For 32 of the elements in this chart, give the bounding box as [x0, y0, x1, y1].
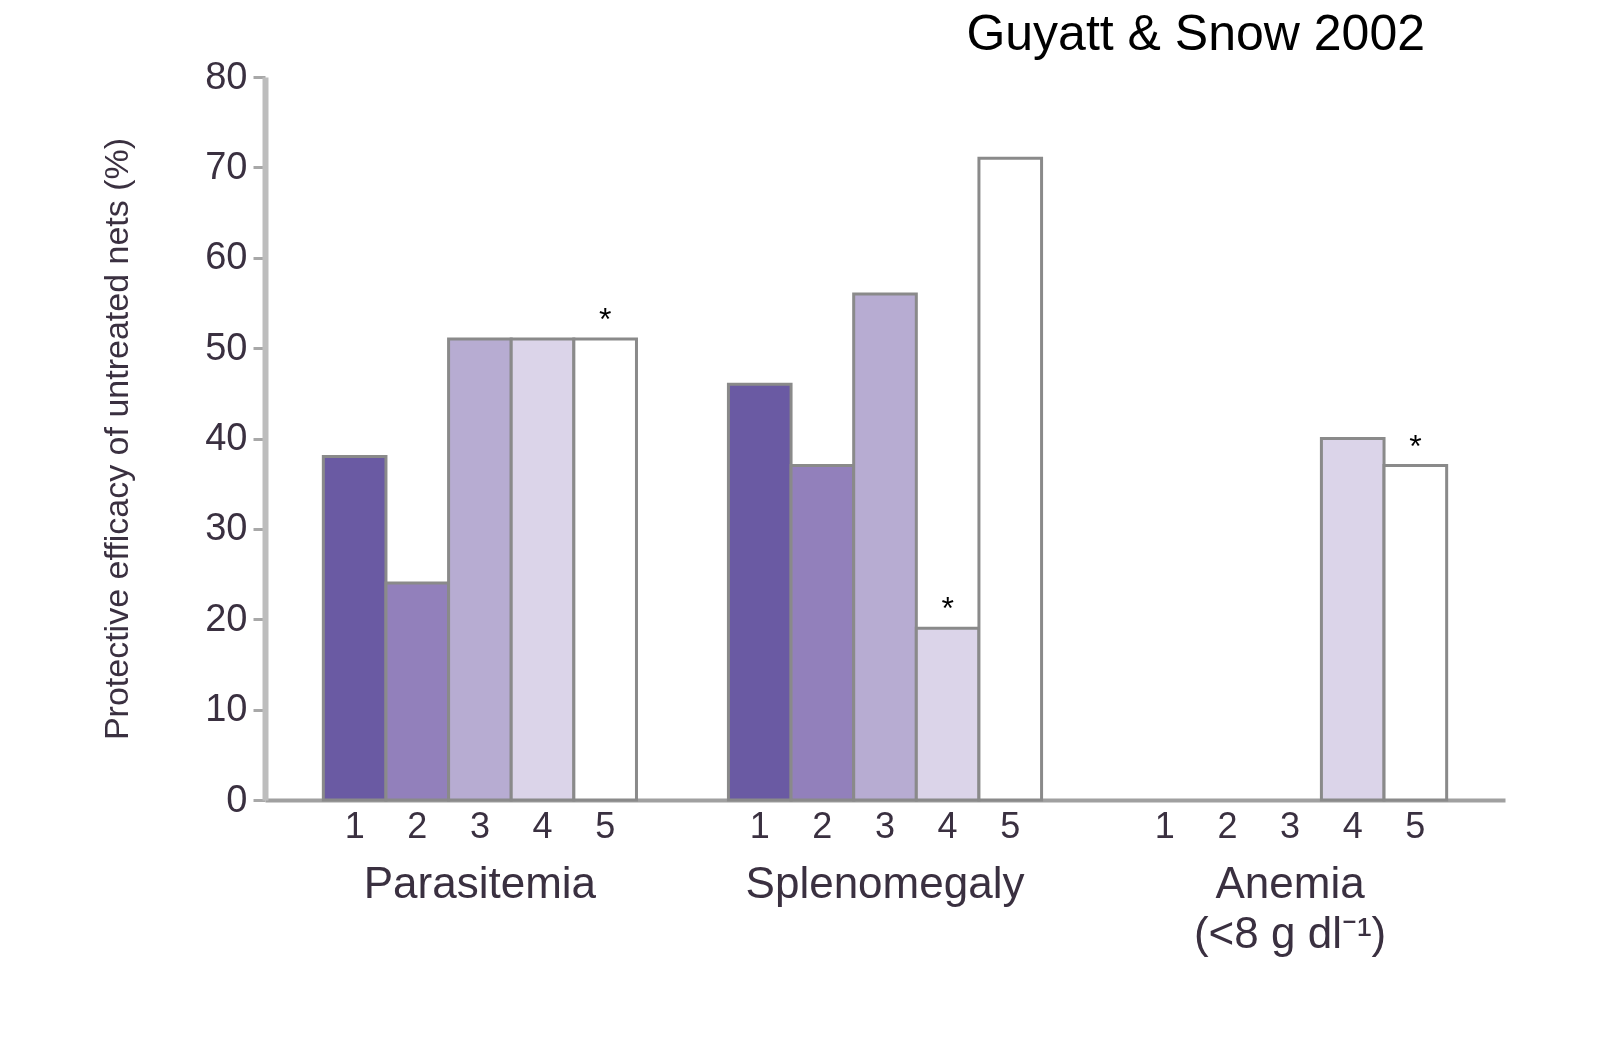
- text: 2: [812, 805, 833, 846]
- text: 1: [749, 805, 770, 846]
- x-tick-label: Anemia (<8 g dl⁻¹): [1193, 857, 1387, 957]
- y-tick-label: 70: [205, 144, 248, 187]
- x-tick-label: Parasitemia: [363, 857, 597, 907]
- y-tick-label: 80: [205, 54, 248, 97]
- y-tick-label: 30: [205, 506, 248, 549]
- text: 5: [1000, 805, 1021, 846]
- y-tick-label: 60: [205, 235, 248, 278]
- text: 5: [1405, 805, 1426, 846]
- y-tick-label: 10: [205, 687, 248, 730]
- text: 4: [937, 805, 958, 846]
- series-label: 1: [344, 805, 365, 846]
- data-label: *: [941, 590, 954, 627]
- y-tick-label: 0: [226, 777, 248, 820]
- chart-title: Guyatt & Snow 2002: [966, 5, 1425, 61]
- x-tick-label: Splenomegaly: [745, 857, 1025, 907]
- series-label: 2: [407, 805, 428, 846]
- text: 3: [874, 805, 896, 846]
- data-label: *: [598, 301, 612, 338]
- y-tick-label: 40: [205, 416, 248, 458]
- y-tick-label: 50: [205, 325, 248, 368]
- text: 4: [1342, 805, 1363, 846]
- y-axis-title: Protective efficacy of untreated nets (%): [97, 137, 136, 741]
- series-label: 3: [469, 805, 490, 846]
- data-label: *: [1409, 427, 1422, 464]
- y-tick-label: 20: [205, 596, 248, 639]
- text: 2: [1217, 805, 1238, 846]
- series-label: 5: [595, 805, 616, 846]
- text: 3: [1280, 805, 1301, 846]
- text: 1: [1154, 805, 1175, 846]
- series-label: 4: [532, 805, 553, 846]
